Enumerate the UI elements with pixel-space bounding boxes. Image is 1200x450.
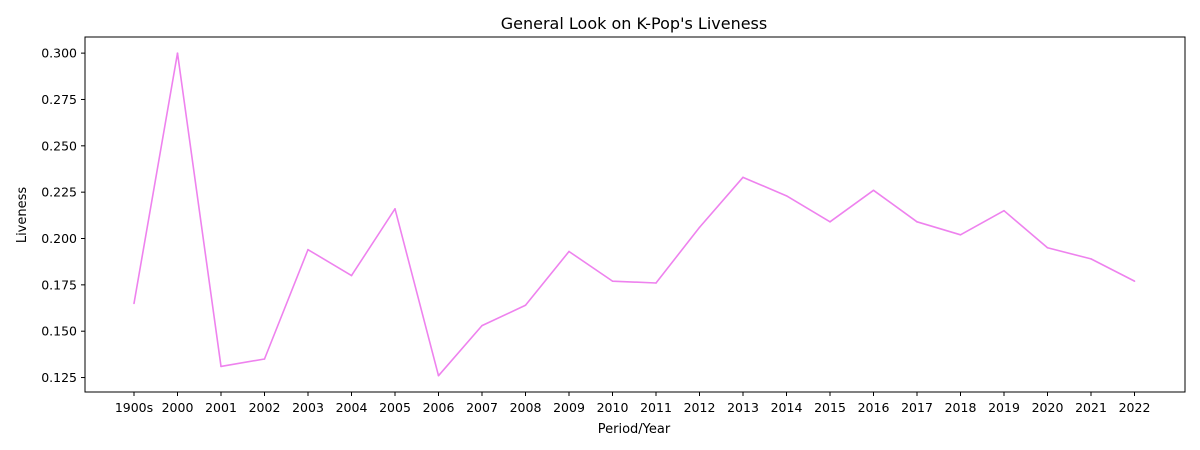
- data-point: [1090, 258, 1092, 260]
- series-layer: [133, 52, 1136, 377]
- x-axis: 1900s 2000 2001 2002 2003 2004 2005 2006 2007 200…: [115, 392, 1151, 415]
- x-tick-label: 2015: [814, 400, 846, 415]
- y-tick-label: 0.175: [41, 277, 77, 292]
- y-axis: 0.125 0.150 0.175 0.200 0.225 0.250 0.275 0.300: [41, 46, 85, 385]
- x-tick-label: 2018: [945, 400, 977, 415]
- data-point: [220, 365, 222, 368]
- series-line: [133, 52, 1135, 377]
- data-point: [785, 195, 788, 197]
- data-point: [568, 250, 570, 253]
- data-point: [1133, 280, 1136, 282]
- x-tick-label: 2006: [423, 400, 455, 415]
- data-point: [394, 208, 396, 210]
- x-tick-label: 2022: [1119, 400, 1151, 415]
- x-tick-label: 2014: [771, 400, 803, 415]
- y-tick-label: 0.250: [41, 138, 77, 153]
- y-tick-label: 0.275: [41, 92, 77, 107]
- data-point: [263, 358, 266, 360]
- data-point: [176, 52, 179, 54]
- x-tick-label: 2004: [336, 400, 368, 415]
- x-tick-label: 2019: [988, 400, 1020, 415]
- data-point: [959, 233, 962, 236]
- data-point: [698, 226, 701, 229]
- x-tick-label: 2020: [1032, 400, 1064, 415]
- y-tick-label: 0.125: [41, 370, 77, 385]
- x-tick-label: 2009: [553, 400, 585, 415]
- y-tick-label: 0.150: [41, 324, 77, 339]
- x-tick-label: 2021: [1075, 400, 1107, 415]
- data-point: [1046, 246, 1049, 249]
- data-point: [524, 304, 527, 307]
- data-point: [307, 248, 309, 251]
- data-point: [829, 221, 831, 223]
- plot-area: [84, 36, 1186, 393]
- y-tick-label: 0.200: [41, 231, 77, 246]
- x-tick-label: 2012: [684, 400, 716, 415]
- x-tick-label: 2016: [858, 400, 890, 415]
- data-point: [872, 189, 875, 192]
- x-tick-label: 2011: [640, 400, 672, 415]
- data-point: [350, 274, 353, 277]
- x-tick-label: 2000: [162, 400, 194, 415]
- data-point: [655, 282, 657, 284]
- x-axis-label: Period/Year: [598, 422, 671, 437]
- data-point: [611, 280, 614, 282]
- x-tick-label: 1900s: [115, 400, 153, 415]
- data-point: [481, 324, 483, 327]
- chart-title: General Look on K-Pop's Liveness: [501, 14, 767, 33]
- x-tick-label: 2007: [466, 400, 498, 415]
- x-tick-label: 2005: [379, 400, 411, 415]
- x-tick-label: 2013: [727, 400, 759, 415]
- x-tick-label: 2002: [249, 400, 281, 415]
- x-tick-label: 2008: [510, 400, 542, 415]
- data-point: [742, 176, 744, 179]
- x-tick-label: 2010: [597, 400, 629, 415]
- y-tick-label: 0.300: [41, 46, 77, 61]
- x-tick-label: 2017: [901, 400, 933, 415]
- data-point: [437, 374, 440, 377]
- y-axis-label: Liveness: [15, 187, 30, 244]
- data-point: [1003, 209, 1005, 212]
- data-point: [133, 302, 135, 305]
- x-tick-label: 2001: [205, 400, 237, 415]
- x-tick-label: 2003: [292, 400, 324, 415]
- y-tick-label: 0.225: [41, 185, 77, 200]
- data-point: [916, 221, 918, 223]
